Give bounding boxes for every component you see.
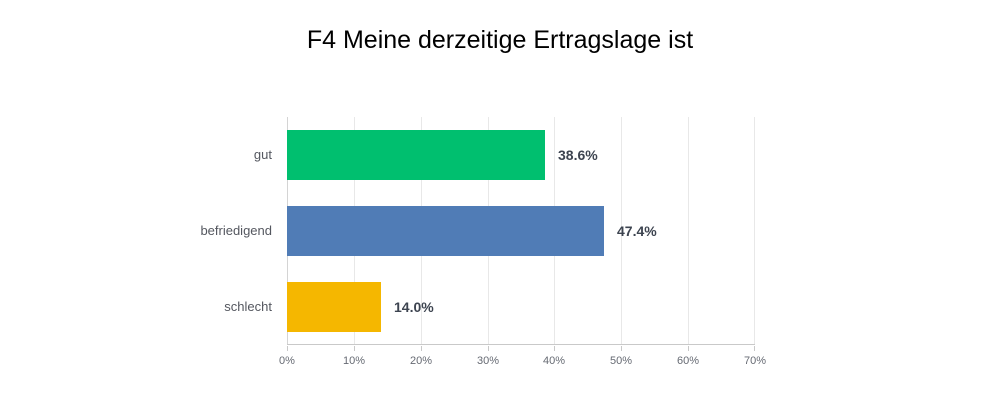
gridline xyxy=(754,117,755,344)
bar-schlecht xyxy=(287,282,381,332)
x-tick-label: 60% xyxy=(676,355,700,367)
category-label: befriedigend xyxy=(200,223,272,238)
x-tick-label: 0% xyxy=(279,355,295,367)
value-label: 47.4% xyxy=(617,223,657,239)
bar-gut xyxy=(287,130,545,180)
x-tick-label: 70% xyxy=(743,355,767,367)
axis-tick xyxy=(754,346,755,351)
gridline xyxy=(621,117,622,344)
axis-tick xyxy=(554,346,555,351)
axis-tick xyxy=(287,346,288,351)
value-label: 38.6% xyxy=(558,147,598,163)
axis-tick xyxy=(688,346,689,351)
axis-tick xyxy=(421,346,422,351)
gridline xyxy=(688,117,689,344)
axis-tick xyxy=(354,346,355,351)
bar-befriedigend xyxy=(287,206,604,256)
category-label: gut xyxy=(253,147,272,162)
x-tick-label: 10% xyxy=(342,355,366,367)
x-tick-label: 40% xyxy=(542,355,566,367)
category-label: schlecht xyxy=(224,299,272,314)
chart-title: F4 Meine derzeitige Ertragslage ist xyxy=(306,26,694,54)
axis-tick xyxy=(488,346,489,351)
axis-tick xyxy=(621,346,622,351)
x-tick-label: 50% xyxy=(609,355,633,367)
value-label: 14.0% xyxy=(394,299,434,315)
x-tick-label: 30% xyxy=(476,355,500,367)
x-tick-label: 20% xyxy=(409,355,433,367)
